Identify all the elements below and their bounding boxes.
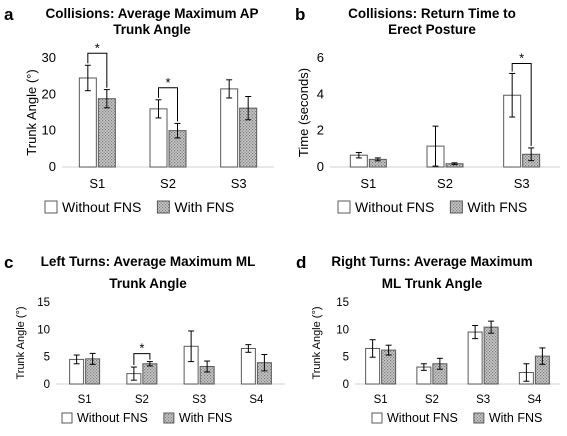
x-tick-label: S3 [514,176,530,191]
y-tick-label: 10 [336,324,349,336]
bar [97,98,116,168]
bar [240,347,256,385]
significance-bracket [158,87,178,122]
legend-label-with: With FNS [489,411,542,425]
y-tick-label: 30 [42,50,56,65]
legend-swatch-with [449,200,463,214]
y-tick-label: 10 [42,123,56,138]
y-axis-label: Trunk Angle (°) [24,69,39,155]
y-tick-label: 2 [317,123,324,138]
y-tick-label: 0 [317,159,324,174]
y-tick-label: 5 [343,352,349,364]
bar [78,77,97,168]
legend-label-with: With FNS [467,199,527,215]
panel-letter: c [4,253,13,272]
bar [220,88,239,168]
panel-c: c Left Turns: Average Maximum ML Trunk Ang… [4,253,285,425]
panel-d: d Right Turns: Average Maximum ML Trunk An… [296,253,560,425]
x-tick-label: S1 [374,394,388,406]
legend-label-with: With FNS [174,199,234,215]
chart-title: Right Turns: Average Maximum [331,254,532,269]
panel-letter: b [295,5,305,24]
significance-star: * [519,50,524,65]
x-tick-label: S2 [160,176,176,191]
chart-title: Erect Posture [388,22,476,37]
y-tick-label: 10 [37,324,50,336]
y-axis-label: Trunk Angle (°) [311,306,323,379]
y-tick-label: 4 [317,86,324,101]
x-tick-label: S3 [231,176,247,191]
bar [467,331,483,385]
chart-title: Collisions: Return Time to [348,6,516,21]
bar [483,326,499,385]
significance-star: * [95,40,100,55]
y-tick-label: 20 [42,86,56,101]
panel-letter: d [296,253,306,272]
chart-title: ML Trunk Angle [382,276,483,291]
bar [142,363,158,385]
legend-swatch-with [163,412,175,424]
x-tick-label: S3 [476,394,490,406]
y-tick-label: 5 [44,352,50,364]
legend-swatch-without [337,200,351,214]
legend-label-without: Without FNS [355,199,434,215]
x-tick-label: S3 [192,394,206,406]
legend-label-without: Without FNS [62,199,141,215]
legend-label-with: With FNS [179,411,232,425]
y-axis-label: Trunk Angle (°) [15,306,27,379]
y-tick-label: 0 [49,159,56,174]
x-tick-label: S2 [437,176,453,191]
chart-title: Left Turns: Average Maximum ML [41,254,256,269]
legend-swatch-with [156,200,170,214]
significance-star: * [139,341,144,356]
significance-star: * [165,75,170,90]
y-axis-label: Time (seconds) [296,68,311,157]
legend-swatch-without [61,412,73,424]
legend-swatch-without [371,412,383,424]
x-tick-label: S1 [78,394,92,406]
y-tick-label: 0 [343,379,349,391]
significance-bracket [133,353,151,366]
chart-title: Collisions: Average Maximum AP [45,6,258,21]
legend-label-without: Without FNS [387,411,458,425]
x-tick-label: S2 [425,394,439,406]
x-tick-label: S1 [89,176,105,191]
legend-label-without: Without FNS [77,411,148,425]
y-tick-label: 15 [336,297,349,309]
x-tick-label: S1 [360,176,376,191]
legend-swatch-without [44,200,58,214]
significance-bracket [87,52,108,88]
chart-title: Trunk Angle [109,276,187,291]
y-tick-label: 6 [317,50,324,65]
x-tick-label: S4 [527,394,542,406]
y-tick-label: 0 [44,379,50,391]
x-tick-label: S2 [135,394,149,406]
significance-bracket [511,62,532,146]
y-tick-label: 15 [37,297,50,309]
legend-swatch-with [473,412,485,424]
x-tick-label: S4 [249,394,264,406]
panel-letter: a [4,5,14,24]
chart-title: Trunk Angle [113,22,191,37]
